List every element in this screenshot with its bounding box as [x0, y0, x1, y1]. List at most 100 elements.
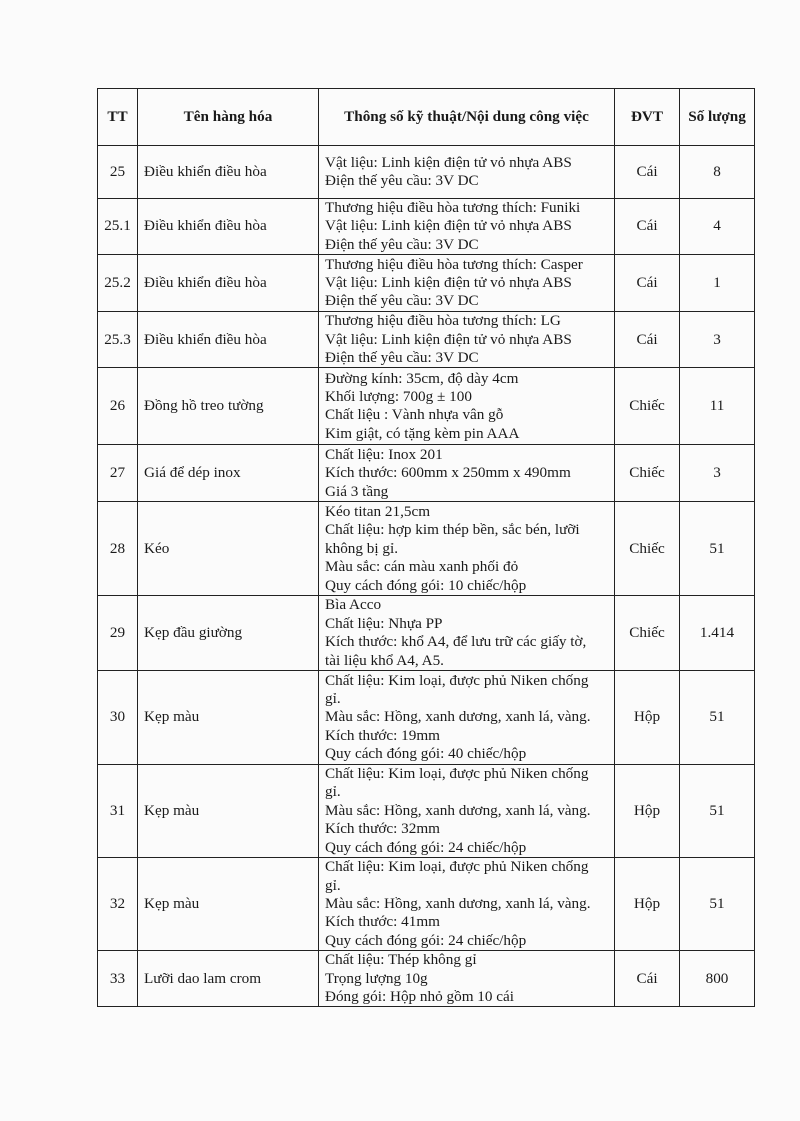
item-spec: Vật liệu: Linh kiện điện tử vỏ nhựa ABS Đ…	[318, 145, 615, 199]
spec-line: Bìa Acco	[325, 596, 382, 614]
spec-line: Quy cách đóng gói: 40 chiếc/hộp	[325, 745, 527, 763]
item-name: Kẹp màu	[137, 857, 319, 952]
item-name: Kẹp đầu giường	[137, 595, 319, 672]
spec-line: gỉ.	[325, 876, 341, 894]
spec-line: Chất liệu : Vành nhựa vân gỗ	[325, 406, 504, 424]
spec-line: Vật liệu: Linh kiện điện tử vỏ nhựa ABS	[325, 330, 572, 348]
item-unit: Cái	[614, 197, 680, 256]
item-name: Điều khiển điều hòa	[137, 254, 319, 313]
spec-line: Chất liệu: Kim loại, được phủ Niken chốn…	[325, 765, 589, 783]
table-row: 25.3 Điều khiển điều hòa Thương hiệu điều …	[97, 311, 755, 369]
header-spec: Thông số kỹ thuật/Nội dung công việc	[318, 88, 615, 146]
item-unit: Cái	[614, 950, 680, 1008]
item-unit: Hộp	[614, 670, 680, 766]
spec-line: Điện thế yêu cầu: 3V DC	[325, 292, 479, 310]
row-number: 27	[97, 444, 138, 503]
spec-line: Màu sắc: cán màu xanh phối đỏ	[325, 558, 519, 576]
table-row: 28 Kéo Kéo titan 21,5cm Chất liệu: hợp kim …	[97, 501, 755, 597]
row-number: 26	[97, 367, 138, 446]
row-number: 29	[97, 595, 138, 672]
spec-line: Kích thước: 19mm	[325, 726, 440, 744]
spec-line: Điện thế yêu cầu: 3V DC	[325, 235, 479, 253]
table-row: 32 Kẹp màu Chất liệu: Kim loại, được phủ N…	[97, 857, 755, 952]
spec-line: gỉ.	[325, 689, 341, 707]
table-row: 33 Lưỡi dao lam crom Chất liệu: Thép không…	[97, 950, 755, 1008]
header-name: Tên hàng hóa	[137, 88, 319, 146]
item-qty: 51	[679, 857, 755, 952]
item-name: Giá để dép inox	[137, 444, 319, 503]
spec-line: Thương hiệu điều hòa tương thích: Funiki	[325, 199, 581, 216]
item-spec: Kéo titan 21,5cm Chất liệu: hợp kim thép …	[318, 501, 615, 597]
spec-line: Đóng gói: Hộp nhỏ gồm 10 cái	[325, 987, 514, 1005]
spec-line: Kích thước: 600mm x 250mm x 490mm	[325, 464, 571, 482]
item-qty: 4	[679, 197, 755, 256]
spec-line: Điện thế yêu cầu: 3V DC	[325, 349, 479, 367]
item-spec: Chất liệu: Kim loại, được phủ Niken chốn…	[318, 764, 615, 859]
spec-line: Thương hiệu điều hòa tương thích: LG	[325, 312, 561, 330]
table-row: 27 Giá để dép inox Chất liệu: Inox 201 Kích…	[97, 444, 755, 503]
spec-line: Màu sắc: Hồng, xanh dương, xanh lá, vàng…	[325, 894, 591, 912]
item-spec: Chất liệu: Kim loại, được phủ Niken chốn…	[318, 670, 615, 766]
spec-line: Khối lượng: 700g ± 100	[325, 388, 472, 406]
spec-line: Chất liệu: hợp kim thép bền, sắc bén, lư…	[325, 521, 580, 539]
item-unit: Chiếc	[614, 501, 680, 597]
item-spec: Chất liệu: Thép không gỉ Trọng lượng 10g Đ…	[318, 950, 615, 1008]
item-unit: Chiếc	[614, 367, 680, 446]
spec-line: Điện thế yêu cầu: 3V DC	[325, 172, 479, 189]
goods-table: TT Tên hàng hóa Thông số kỹ thuật/Nội du…	[97, 88, 755, 1008]
item-spec: Đường kính: 35cm, độ dày 4cm Khối lượng: …	[318, 367, 615, 446]
item-unit: Chiếc	[614, 444, 680, 503]
spec-line: Trọng lượng 10g	[325, 969, 428, 987]
item-spec: Chất liệu: Kim loại, được phủ Niken chốn…	[318, 857, 615, 952]
spec-line: Vật liệu: Linh kiện điện tử vỏ nhựa ABS	[325, 153, 572, 171]
item-qty: 51	[679, 501, 755, 597]
item-qty: 11	[679, 367, 755, 446]
spec-line: Kích thước: khổ A4, để lưu trữ các giấy …	[325, 633, 587, 651]
spec-line: Thương hiệu điều hòa tương thích: Casper	[325, 255, 583, 273]
spec-line: Màu sắc: Hồng, xanh dương, xanh lá, vàng…	[325, 801, 591, 819]
item-name: Lưỡi dao lam crom	[137, 950, 319, 1008]
spec-line: Kéo titan 21,5cm	[325, 502, 431, 520]
header-qty: Số lượng	[679, 88, 755, 146]
item-qty: 51	[679, 764, 755, 859]
item-name: Điều khiển điều hòa	[137, 197, 319, 256]
spec-line: Chất liệu: Inox 201	[325, 445, 443, 463]
spec-line: Vật liệu: Linh kiện điện tử vỏ nhựa ABS	[325, 217, 572, 235]
row-number: 30	[97, 670, 138, 766]
spec-line: Quy cách đóng gói: 24 chiếc/hộp	[325, 838, 527, 856]
spec-line: Đường kính: 35cm, độ dày 4cm	[325, 369, 519, 387]
spec-line: Quy cách đóng gói: 24 chiếc/hộp	[325, 931, 527, 949]
spec-line: tài liệu khổ A4, A5.	[325, 651, 444, 669]
row-number: 31	[97, 764, 138, 859]
table-header-row: TT Tên hàng hóa Thông số kỹ thuật/Nội du…	[97, 88, 755, 146]
header-unit: ĐVT	[614, 88, 680, 146]
spec-line: Chất liệu: Thép không gỉ	[325, 951, 477, 969]
row-number: 32	[97, 857, 138, 952]
table-row: 26 Đồng hồ treo tường Đường kính: 35cm, độ…	[97, 367, 755, 446]
item-unit: Cái	[614, 311, 680, 369]
row-number: 25.2	[97, 254, 138, 313]
table-row: 29 Kẹp đầu giường Bìa Acco Chất liệu: Nhựa …	[97, 595, 755, 672]
spec-line: không bị gỉ.	[325, 539, 398, 557]
spec-line: Kích thước: 32mm	[325, 820, 440, 838]
item-qty: 1.414	[679, 595, 755, 672]
item-spec: Bìa Acco Chất liệu: Nhựa PP Kích thước: kh…	[318, 595, 615, 672]
spec-line: Chất liệu: Nhựa PP	[325, 614, 443, 632]
spec-line: gỉ.	[325, 783, 341, 801]
row-number: 25.1	[97, 197, 138, 256]
spec-line: Vật liệu: Linh kiện điện tử vỏ nhựa ABS	[325, 274, 572, 292]
item-qty: 800	[679, 950, 755, 1008]
table-row: 31 Kẹp màu Chất liệu: Kim loại, được phủ N…	[97, 764, 755, 859]
item-qty: 1	[679, 254, 755, 313]
item-name: Kéo	[137, 501, 319, 597]
item-unit: Hộp	[614, 857, 680, 952]
item-name: Đồng hồ treo tường	[137, 367, 319, 446]
spec-line: Kim giật, có tặng kèm pin AAA	[325, 424, 520, 442]
spec-line: Chất liệu: Kim loại, được phủ Niken chốn…	[325, 858, 589, 876]
item-spec: Chất liệu: Inox 201 Kích thước: 600mm x 2…	[318, 444, 615, 503]
item-unit: Chiếc	[614, 595, 680, 672]
spec-line: Giá 3 tầng	[325, 482, 389, 500]
row-number: 25.3	[97, 311, 138, 369]
item-qty: 8	[679, 145, 755, 199]
item-spec: Thương hiệu điều hòa tương thích: Casper…	[318, 254, 615, 313]
